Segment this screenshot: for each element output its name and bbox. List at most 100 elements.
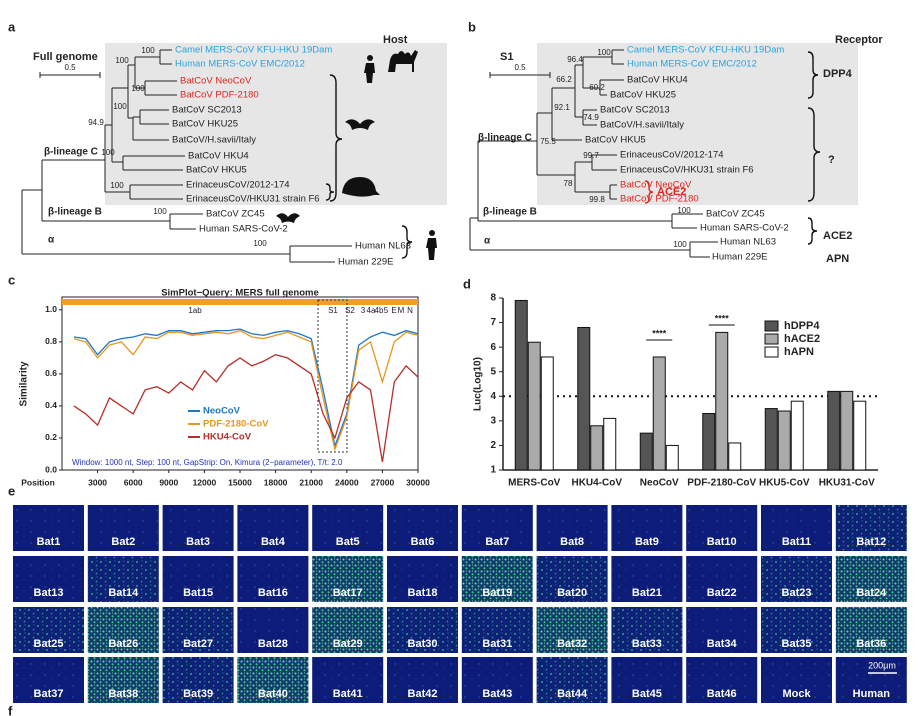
host-icons [276,50,437,260]
image-tile [312,607,384,653]
leaf-label: BatCoV/H.savii/Italy [600,120,684,131]
tile-label: Bat45 [632,688,662,700]
leaf-label: Human MERS-CoV EMC/2012 [627,59,757,70]
image-tile [611,607,683,653]
x-tick-label: 21000 [299,477,323,487]
image-tile [237,505,309,551]
plot-frame [61,296,419,471]
image-tile [835,505,907,551]
legend-label: hDPP4 [784,320,820,332]
leaf-label: BatCoV/H.savii/Italy [172,135,256,146]
scale-label: 0.5 [64,63,76,72]
x-tick-label: 15000 [228,477,252,487]
image-tile [835,556,907,602]
tile-label: Bat8 [560,536,584,548]
bar [639,432,653,471]
image-tile [13,556,84,602]
panel-label: c [8,272,15,287]
tile-label: Bat32 [557,638,587,650]
leaf-label: Human SARS-CoV-2 [199,224,288,235]
y-tick-label: 0.0 [45,464,57,474]
tile-label: Bat33 [632,638,662,650]
tile-label: Bat37 [34,688,64,700]
support-value: 100 [141,46,155,55]
y-tick-label: 3 [490,415,496,426]
x-tick-label: 12000 [193,477,217,487]
gene-label: 3 [361,306,366,315]
receptor-label: DPP4 [823,68,853,80]
support-value: 100 [677,206,691,215]
support-value: 100 [131,84,145,93]
tile-label: Mock [782,688,811,700]
bar [764,408,778,471]
tile-label: Bat29 [333,638,363,650]
support-value: 74.9 [583,113,599,122]
y-tick-label: 4 [490,391,496,402]
tile-label: Bat15 [183,587,213,599]
leaf-label: Camel MERS-CoV KFU-HKU 19Dam [627,45,784,56]
y-tick-label: 0.8 [45,336,57,346]
image-tile [312,657,384,703]
image-tile [87,657,159,703]
tile-label: Bat22 [707,587,737,599]
support-value: 100 [153,207,167,216]
leaf-label: BatCoV ZC45 [706,209,765,220]
tile-label: Human [853,688,891,700]
image-tile [611,657,683,703]
image-tile [162,556,234,602]
image-tile [87,556,159,602]
gene-label: N [407,306,413,315]
leaf-label: ErinaceusCoV/2012-174 [620,150,724,161]
x-tick-label: 3000 [88,477,107,487]
bar [840,390,854,471]
tile-label: Bat46 [707,688,737,700]
series-line [73,329,419,452]
clade-box [537,43,858,205]
bar [715,331,729,471]
leaf-label: BatCoV HKU4 [627,75,688,86]
x-tick-label: 24000 [335,477,359,487]
tile-label: Bat28 [258,638,288,650]
bar [514,299,528,471]
receptor-label: ACE2 [823,230,852,242]
gene-label: 4a [367,306,376,315]
leaf-label: BatCoV HKU4 [188,151,249,162]
image-tile [162,607,234,653]
tile-label: Bat16 [258,587,288,599]
receptor-label: APN [826,253,849,265]
x-tick-label: MERS-CoV [508,478,561,489]
legend-swatch [764,320,779,332]
x-tick-label: HKU31-CoV [819,478,875,489]
tile-label: Bat34 [707,638,738,650]
tree-title: Full genome [33,51,98,63]
bar [665,444,679,471]
tile-label: Bat26 [108,638,138,650]
panel-label: f [8,703,13,716]
tile-label: Bat17 [333,587,363,599]
clade-label: β-lineage C [478,133,532,144]
image-tile [312,505,384,551]
braces [325,51,821,259]
x-tick-label: HKU4-CoV [571,478,622,489]
x-tick-label: HKU5-CoV [759,478,810,489]
tile-label: Bat7 [485,536,509,548]
bar [790,400,804,471]
tile-label: Bat44 [557,688,588,700]
image-tile [387,556,458,602]
gene-label: 4b [375,306,384,315]
tile-label: Bat21 [632,587,662,599]
image-tile [835,607,907,653]
leaf-label: BatCoV NeoCoV [620,180,692,191]
tile-label: Bat25 [34,638,64,650]
leaf-label: BatCoV HKU5 [186,165,247,176]
image-tile [461,607,533,653]
series-line [73,354,419,463]
gene-label: S2 [345,306,355,315]
series-line [73,328,419,449]
support-value: 75.5 [540,137,556,146]
image-tile [686,505,758,551]
leaf-label: BatCoV ZC45 [206,209,265,220]
image-tile [461,657,533,703]
gene-label: 1ab [188,306,202,315]
